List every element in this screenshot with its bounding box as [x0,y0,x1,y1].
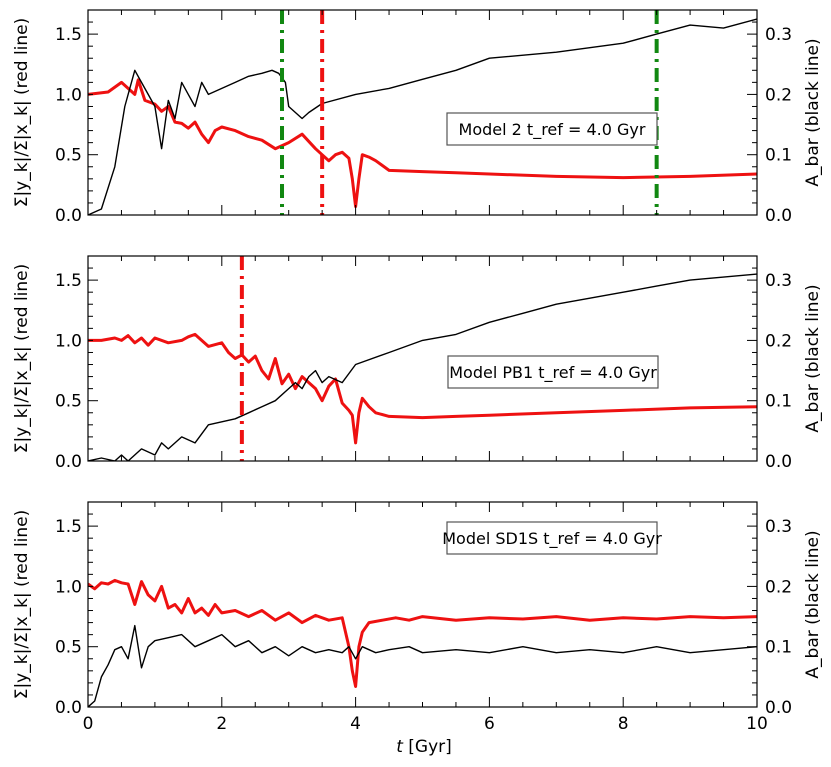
right-tick-label: 0.1 [765,392,792,412]
left-tick-label: 1.5 [55,25,82,45]
panel-2: 0.0 0.5 1.0 1.5 0.0 0.1 0.2 0.3 Σ|y_k|/Σ|x_k| (r… [12,255,823,472]
right-tick-label: 0.3 [765,517,792,537]
left-tick-label: 1.5 [55,517,82,537]
left-axis-label: Σ|y_k|/Σ|x_k| (red line) [12,510,32,700]
legend-box [446,521,658,555]
left-tick-label: 1.0 [55,85,82,105]
x-tick-label: 4 [350,714,361,734]
red-line-series [88,578,757,688]
x-tick-label: 2 [216,714,227,734]
right-tick-label: 0.2 [765,85,792,105]
right-tick-label: 0.1 [765,146,792,166]
panel-1: 0.0 0.5 1.0 1.5 0.0 0.1 0.2 0.3 Σ|y_k|/Σ|x_k| (r… [12,9,823,226]
x-tick-label: 10 [746,714,768,734]
black-line-series [88,624,757,707]
left-tick-label: 1.0 [55,577,82,597]
black-line-series [88,273,757,461]
legend-label: Model PB1 t_ref = 4.0 Gyr [449,363,657,383]
right-tick-label: 0.0 [765,452,792,472]
panel-3: 0 2 4 6 8 100.00.51.01.50.00.10.20.3Σ|y_k|/Σ|… [12,501,823,734]
legend-box [447,355,659,389]
right-tick-label: 0.1 [765,638,792,658]
right-tick-label: 0.3 [765,271,792,291]
left-axis-label: Σ|y_k|/Σ|x_k| (red line) [12,264,32,454]
right-tick-label: 0.2 [765,331,792,351]
left-tick-label: 1.0 [55,331,82,351]
right-tick-label: 0.3 [765,25,792,45]
left-axis-label: Σ|y_k|/Σ|x_k| (red line) [12,18,32,208]
right-tick-label: 0.0 [765,698,792,718]
left-tick-label: 0.5 [55,146,82,166]
left-tick-label: 0.5 [55,392,82,412]
legend-box [446,112,658,146]
left-tick-label: 0.0 [55,206,82,226]
right-axis-label: A_bar (black line) [803,38,823,186]
red-line-series [88,332,757,445]
x-tick-label: 0 [83,714,94,734]
right-tick-label: 0.2 [765,577,792,597]
right-tick-label: 0.0 [765,206,792,226]
red-line-series [88,78,757,209]
black-line-series [88,18,757,215]
chart-panels: 0.0 0.5 1.0 1.5 0.0 0.1 0.2 0.3 Σ|y_k|/Σ|x_k| (r… [12,9,823,734]
left-tick-label: 1.5 [55,271,82,291]
left-tick-label: 0.5 [55,638,82,658]
right-axis-label: A_bar (black line) [803,530,823,678]
x-tick-label: 6 [484,714,495,734]
left-tick-label: 0.0 [55,452,82,472]
legend-label: Model SD1S t_ref = 4.0 Gyr [442,529,662,549]
legend-label: Model 2 t_ref = 4.0 Gyr [459,120,646,140]
x-tick-label: 8 [618,714,629,734]
x-axis-label: t [Gyr] [396,737,452,757]
right-axis-label: A_bar (black line) [803,284,823,432]
left-tick-label: 0.0 [55,698,82,718]
